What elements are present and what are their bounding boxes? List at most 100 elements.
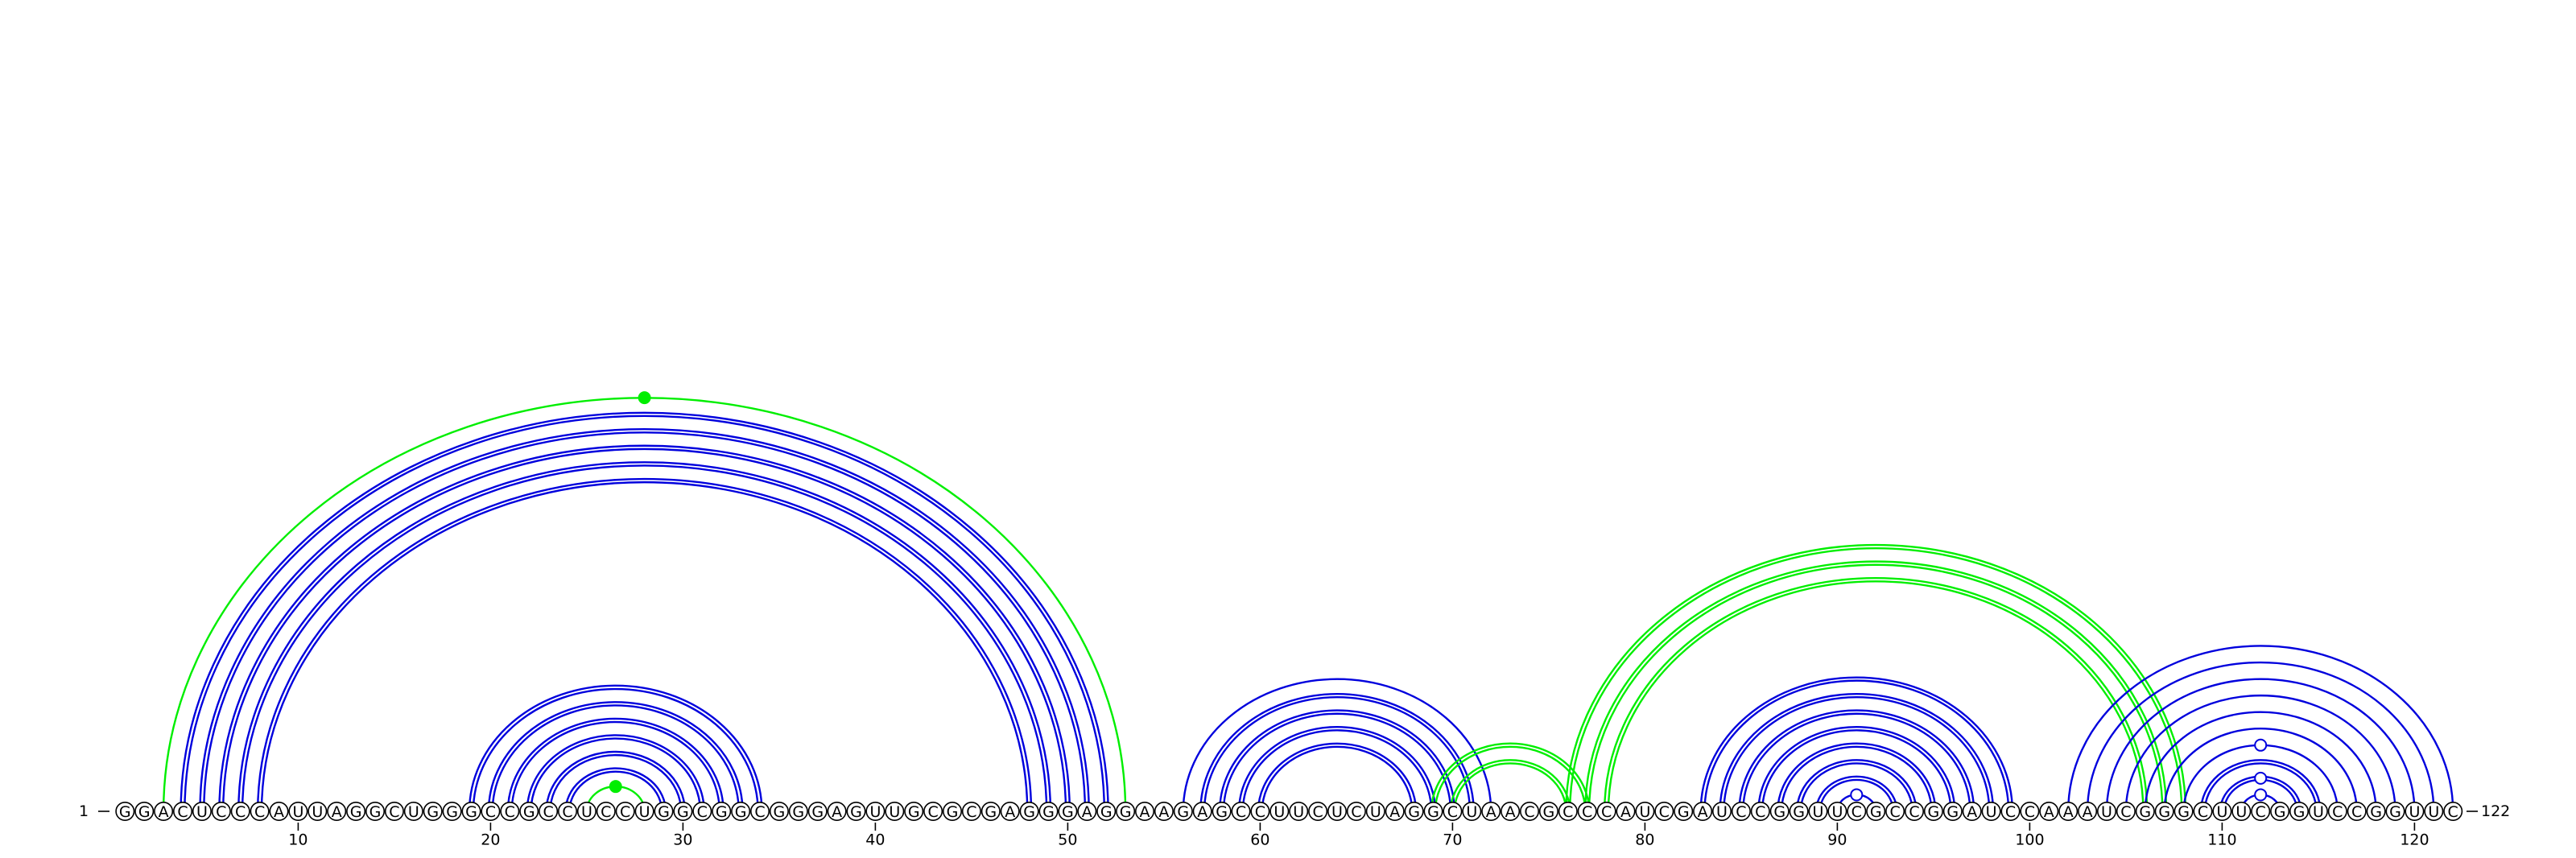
base-pair-arc-57-71-line-1 (1199, 692, 1475, 812)
nucleotide-circle (327, 801, 347, 821)
nucleotide-5: U (192, 801, 212, 821)
nucleotide-circle (807, 801, 828, 821)
nucleotide-circle (539, 801, 559, 821)
nucleotide-circle (384, 801, 404, 821)
nucleotide-letter: G (2370, 803, 2382, 821)
nucleotide-letter: C (927, 803, 938, 821)
nucleotide-circle (1135, 801, 1155, 821)
nucleotide-24: C (557, 801, 577, 821)
base-pair-arc-85-97-line-2 (1742, 712, 1971, 812)
nucleotide-circle (2020, 801, 2040, 821)
nucleotide-letter: G (1408, 803, 1420, 821)
nucleotide-letter: G (523, 803, 535, 821)
sequence-end-label: 122 (2481, 802, 2510, 820)
base-pair-arc-88-94-line-2 (1799, 762, 1913, 812)
nucleotide-circle (827, 801, 847, 821)
arc-marker-25-28 (609, 780, 622, 794)
nucleotide-letter: C (1351, 803, 1361, 821)
nucleotide-22: G (519, 801, 539, 821)
axis-tick-label-80: 80 (1635, 831, 1654, 849)
base-pair-arc-6-50-line-1 (218, 444, 1071, 812)
nucleotide-7: C (230, 801, 250, 821)
nucleotide-letter: A (1620, 803, 1631, 821)
axis-tick-label-60: 60 (1250, 831, 1269, 849)
nucleotide-letter: G (658, 803, 670, 821)
nucleotide-letter: U (581, 803, 592, 821)
nucleotide-66: U (1365, 801, 1385, 821)
nucleotide-80: U (1635, 801, 1655, 821)
nucleotide-circle (1654, 801, 1674, 821)
base-pair-arc-70-76-line-1 (1449, 759, 1571, 812)
nucleotide-circle (115, 801, 135, 821)
nucleotide-84: U (1712, 801, 1732, 821)
nucleotide-circle (2289, 801, 2310, 821)
base-pair-arc-60-68-line-1 (1257, 742, 1418, 812)
nucleotide-circle (2347, 801, 2367, 821)
base-pair-arc-103-121 (2086, 661, 2435, 812)
nucleotide-circle (692, 801, 712, 821)
base-pair-arc-76-108-line-2 (1569, 547, 2183, 812)
nucleotide-letter: C (2448, 803, 2458, 821)
nucleotide-90: U (1827, 801, 1847, 821)
nucleotide-circle (634, 801, 654, 821)
nucleotide-letter: U (196, 803, 208, 821)
nucleotide-letter: C (1563, 803, 1573, 821)
nucleotide-letter: A (832, 803, 842, 821)
nucleotide-circle (2308, 801, 2328, 821)
base-pair-arc-59-69-line-2 (1241, 729, 1433, 812)
nucleotide-circle (2443, 801, 2463, 821)
nucleotide-letter: U (1293, 803, 1304, 821)
base-pair-arc-4-52-line-2 (184, 415, 1105, 812)
nucleotide-97: A (1962, 801, 1982, 821)
nucleotide-letter: U (2101, 803, 2112, 821)
nucleotide-54: A (1135, 801, 1155, 821)
nucleotide-letter: G (774, 803, 786, 821)
nucleotide-letter: U (312, 803, 323, 821)
nucleotide-circle (885, 801, 905, 821)
base-pair-arc-69-77-line-1 (1430, 742, 1591, 812)
nucleotide-105: C (2116, 801, 2136, 821)
nucleotide-circle (1674, 801, 1694, 821)
nucleotide-72: A (1481, 801, 1501, 821)
base-pair-arc-20-33-line-1 (487, 701, 744, 812)
nucleotide-circle (2193, 801, 2213, 821)
nucleotide-letter: G (1543, 803, 1555, 821)
nucleotide-95: G (1923, 801, 1943, 821)
nucleotide-letter: C (620, 803, 630, 821)
nucleotide-letter: G (985, 803, 997, 821)
nucleotide-58: G (1212, 801, 1232, 821)
nucleotide-letter: G (1062, 803, 1074, 821)
base-pair-arc-86-96-line-1 (1757, 725, 1956, 812)
nucleotide-18: G (442, 801, 462, 821)
nucleotide-circle (192, 801, 212, 821)
nucleotide-circle (2078, 801, 2098, 821)
nucleotide-letter: U (1716, 803, 1728, 821)
nucleotide-letter: C (754, 803, 765, 821)
nucleotide-letter: G (1773, 803, 1785, 821)
nucleotide-circle (1443, 801, 1463, 821)
nucleotide-59: C (1231, 801, 1251, 821)
nucleotide-letter: U (2235, 803, 2247, 821)
nucleotide-86: C (1750, 801, 1770, 821)
nucleotide-16: U (403, 801, 423, 821)
nucleotide-109: C (2193, 801, 2213, 821)
nucleotide-letter: G (2178, 803, 2190, 821)
nucleotide-circle (1000, 801, 1020, 821)
nucleotide-4: C (173, 801, 193, 821)
nucleotide-circle (1501, 801, 1521, 821)
nucleotide-65: C (1346, 801, 1366, 821)
nucleotide-letter: G (1177, 803, 1189, 821)
nucleotide-circle (288, 801, 308, 821)
nucleotide-111: U (2231, 801, 2252, 821)
nucleotide-circle (1481, 801, 1501, 821)
nucleotide-78: C (1596, 801, 1616, 821)
nucleotide-circle (1885, 801, 1905, 821)
nucleotide-circle (904, 801, 924, 821)
nucleotide-30: G (673, 801, 693, 821)
nucleotide-circle (2039, 801, 2059, 821)
base-pair-arc-4-52-line-1 (180, 411, 1109, 812)
base-pair-arc-106-118 (2144, 711, 2377, 812)
base-pair-arc-84-98-line-1 (1719, 692, 1995, 812)
nucleotide-circle (749, 801, 770, 821)
